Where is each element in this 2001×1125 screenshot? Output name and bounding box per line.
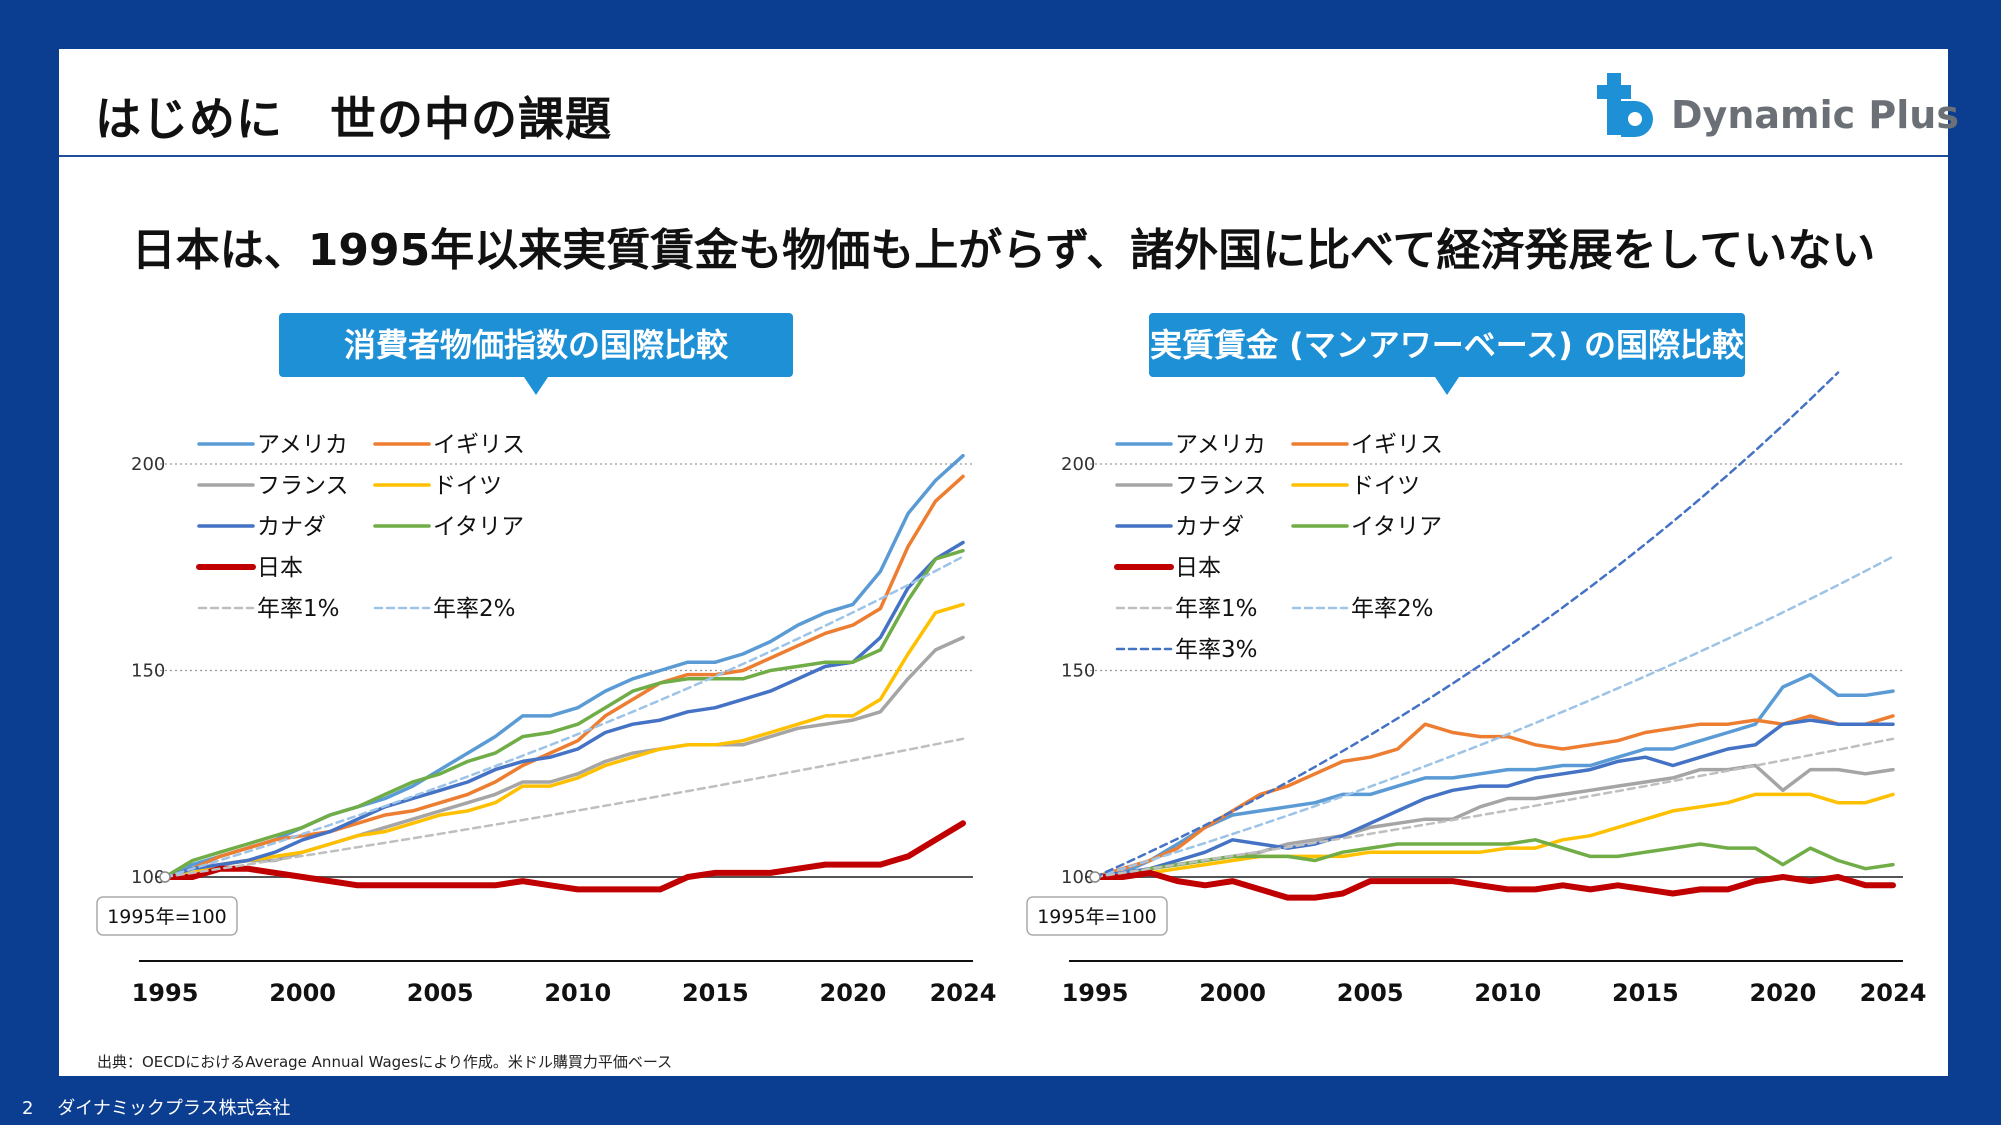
header-divider bbox=[59, 155, 1948, 157]
legend-label: 年率3% bbox=[1175, 637, 1258, 663]
logo-text: Dynamic Plus bbox=[1671, 93, 1959, 137]
legend-label: 年率2% bbox=[1351, 596, 1434, 622]
legend-label: アメリカ bbox=[1175, 432, 1266, 458]
legend-label: イタリア bbox=[433, 514, 524, 540]
series-line bbox=[163, 548, 965, 879]
series-line bbox=[1093, 555, 1895, 879]
baseline-label: 1995年=100 bbox=[1037, 906, 1157, 928]
callout-pointer bbox=[1435, 377, 1459, 395]
legend-label: カナダ bbox=[257, 514, 326, 540]
chart-2: 100 150 200 1995 2000 2005 2010 2015 2020 2024 199… bbox=[1026, 371, 1927, 1007]
x-tick-label: 2010 bbox=[1474, 979, 1541, 1007]
chart-2-title: 実質賃金 (マンアワーベース) の国際比較 bbox=[1150, 326, 1744, 364]
legend-label: 年率2% bbox=[433, 596, 516, 622]
callout-pointer bbox=[524, 377, 548, 395]
x-tick-label: 2024 bbox=[1860, 979, 1927, 1007]
legend-label: ドイツ bbox=[1351, 473, 1420, 499]
series-line bbox=[1093, 718, 1895, 879]
x-tick-label: 2024 bbox=[930, 979, 997, 1007]
baseline-label-box bbox=[96, 896, 238, 936]
chart-1: 100 150 200 1995 2000 2005 2010 2015 2020 2024 199… bbox=[96, 432, 997, 1007]
series-line bbox=[163, 540, 965, 879]
baseline-label: 1995年=100 bbox=[107, 906, 227, 928]
series-line bbox=[1093, 371, 1840, 879]
plus-d-logo-icon bbox=[1597, 73, 1653, 137]
page-title: はじめに 世の中の課題 bbox=[95, 92, 612, 146]
y-tick-label: 200 bbox=[1061, 454, 1095, 475]
y-tick-label: 150 bbox=[1061, 661, 1095, 682]
legend-label: イタリア bbox=[1351, 514, 1442, 540]
x-tick-label: 2020 bbox=[820, 979, 887, 1007]
series-line bbox=[1093, 672, 1895, 879]
company-name: ダイナミックプラス株式会社 bbox=[57, 1098, 291, 1119]
x-tick-label: 2005 bbox=[407, 979, 474, 1007]
footer: 2 ダイナミックプラス株式会社 bbox=[22, 1094, 308, 1120]
y-tick-label: 200 bbox=[131, 454, 165, 475]
series-line bbox=[1093, 737, 1895, 879]
legend-label: アメリカ bbox=[257, 432, 348, 458]
legend-label: カナダ bbox=[1175, 514, 1244, 540]
headline: 日本は、1995年以来実質賃金も物価も上がらず、諸外国に比べて経済発展をしていな… bbox=[131, 225, 1876, 276]
charts-canvas: 100 150 200 1995 2000 2005 2010 2015 2020 2024 199… bbox=[96, 371, 1927, 1007]
y-tick-label: 100 bbox=[131, 867, 165, 888]
series-line bbox=[163, 602, 965, 879]
chart-1-title-callout: 消費者物価指数の国際比較 bbox=[279, 313, 793, 395]
baseline-marker bbox=[159, 871, 171, 883]
x-tick-label: 2015 bbox=[1612, 979, 1679, 1007]
x-tick-label: 2000 bbox=[269, 979, 336, 1007]
x-tick-label: 1995 bbox=[1062, 979, 1129, 1007]
series-line bbox=[163, 737, 965, 879]
company-logo: Dynamic Plus bbox=[1587, 67, 1959, 147]
legend-label: 日本 bbox=[257, 555, 303, 581]
x-tick-label: 2015 bbox=[682, 979, 749, 1007]
series-line bbox=[163, 555, 965, 879]
source-note: 出典：OECDにおけるAverage Annual Wagesにより作成。米ドル… bbox=[97, 1053, 673, 1071]
legend-label: フランス bbox=[257, 473, 349, 499]
y-tick-label: 100 bbox=[1061, 867, 1095, 888]
x-tick-label: 2010 bbox=[544, 979, 611, 1007]
x-tick-label: 2020 bbox=[1750, 979, 1817, 1007]
x-tick-label: 1995 bbox=[132, 979, 199, 1007]
x-tick-label: 2000 bbox=[1199, 979, 1266, 1007]
slide: はじめに 世の中の課題 Dynamic Plus 日本は、1995年以来実質賃金… bbox=[59, 49, 1959, 1076]
legend-label: イギリス bbox=[1351, 432, 1443, 458]
legend-label: イギリス bbox=[433, 432, 525, 458]
y-tick-label: 150 bbox=[131, 661, 165, 682]
legend-label: ドイツ bbox=[433, 473, 502, 499]
chart-2-title-callout: 実質賃金 (マンアワーベース) の国際比較 bbox=[1149, 313, 1745, 395]
page-number: 2 bbox=[22, 1098, 34, 1119]
series-line bbox=[162, 820, 966, 893]
x-tick-label: 2005 bbox=[1337, 979, 1404, 1007]
baseline-label-box bbox=[1026, 896, 1168, 936]
baseline-marker bbox=[1089, 871, 1101, 883]
legend-label: 日本 bbox=[1175, 555, 1221, 581]
legend-label: 年率1% bbox=[257, 596, 340, 622]
series-line bbox=[1092, 869, 1896, 901]
legend-label: フランス bbox=[1175, 473, 1267, 499]
series-line bbox=[1093, 792, 1895, 879]
chart-1-title: 消費者物価指数の国際比較 bbox=[343, 326, 728, 364]
legend-label: 年率1% bbox=[1175, 596, 1258, 622]
